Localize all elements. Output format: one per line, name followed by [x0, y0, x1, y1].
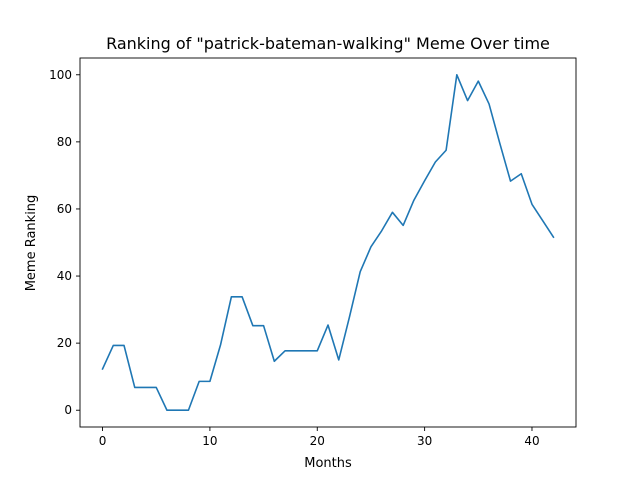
y-tick-label: 100 — [49, 68, 72, 82]
y-axis-ticks: 0 20 40 60 80 100 — [49, 68, 80, 417]
x-axis-ticks: 0 10 20 30 40 — [99, 427, 540, 448]
plot-frame — [79, 57, 577, 428]
y-tick-label: 60 — [57, 202, 72, 216]
series-line — [101, 73, 555, 412]
y-tick-label: 40 — [57, 269, 72, 283]
x-tick-label: 0 — [99, 434, 107, 448]
y-tick-label: 80 — [57, 135, 72, 149]
x-tick-label: 10 — [202, 434, 217, 448]
y-axis-label: Meme Ranking — [24, 195, 39, 292]
x-tick-label: 40 — [524, 434, 539, 448]
x-tick-label: 20 — [310, 434, 325, 448]
x-axis-label: Months — [304, 456, 352, 471]
y-tick-label: 20 — [57, 336, 72, 350]
chart-title: Ranking of "patrick-bateman-walking" Mem… — [106, 34, 550, 53]
y-tick-label: 0 — [64, 403, 72, 417]
plot-area — [79, 57, 577, 428]
x-tick-label: 30 — [417, 434, 432, 448]
